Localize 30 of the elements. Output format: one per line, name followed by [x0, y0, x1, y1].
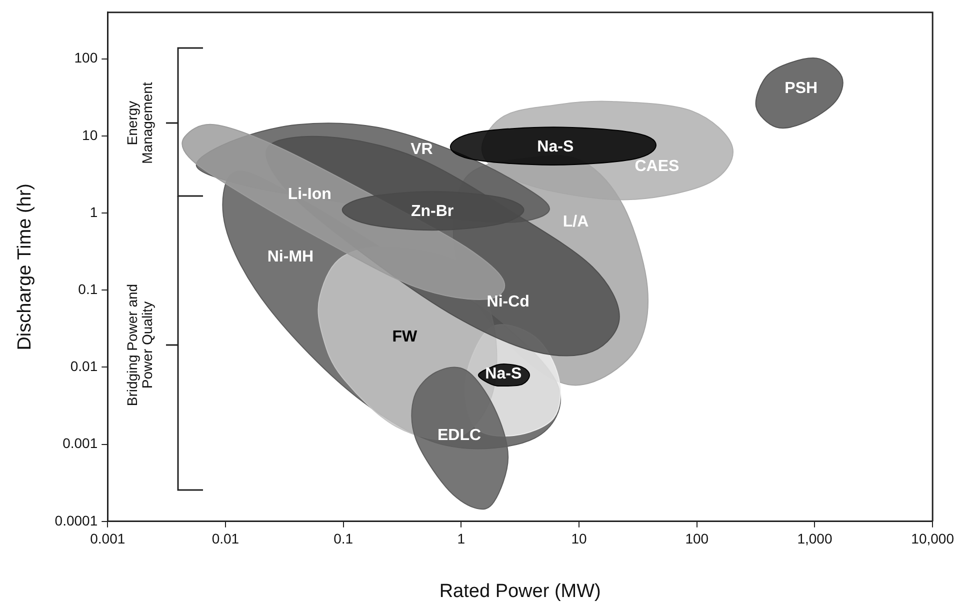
y-axis-title: Discharge Time (hr) [14, 183, 36, 350]
annotation: Bridging Power and Power Quality [124, 284, 155, 406]
series-label: Ni-MH [267, 248, 314, 266]
series-label: FW [392, 328, 418, 346]
x-tick-label: 1 [457, 530, 466, 547]
series-label: PSH [784, 80, 818, 98]
x-tick-label: 0.1 [334, 530, 354, 547]
series-label: CAES [634, 158, 680, 175]
x-tick-label: 100 [685, 530, 709, 547]
x-tick-label: 10 [571, 530, 588, 547]
annotation: Energy Management [124, 82, 155, 164]
series-label: Na-S [485, 365, 522, 382]
y-tick-label: 1 [90, 204, 98, 220]
series-label: Ni-Cd [486, 293, 530, 310]
x-tick-label: 1,000 [797, 530, 832, 547]
series-label: L/A [562, 214, 590, 231]
series-label: Zn-Br [410, 202, 454, 220]
y-tick-label: 10 [82, 126, 98, 143]
y-tick-label: 100 [74, 50, 98, 66]
x-tick-label: 10,000 [911, 530, 954, 547]
x-tick-label: 0.01 [212, 530, 240, 547]
series-label: Na-S [537, 138, 574, 156]
series-label: EDLC [438, 426, 482, 444]
x-axis-title: Rated Power (MW) [439, 580, 601, 602]
series-label: Li-Ion [288, 186, 332, 204]
y-tick-label: 0.0001 [54, 512, 98, 528]
y-tick-label: 0.1 [78, 280, 98, 297]
y-tick-label: 0.01 [70, 358, 98, 374]
series-label: VR [410, 141, 434, 158]
y-tick-label: 0.001 [62, 435, 98, 452]
